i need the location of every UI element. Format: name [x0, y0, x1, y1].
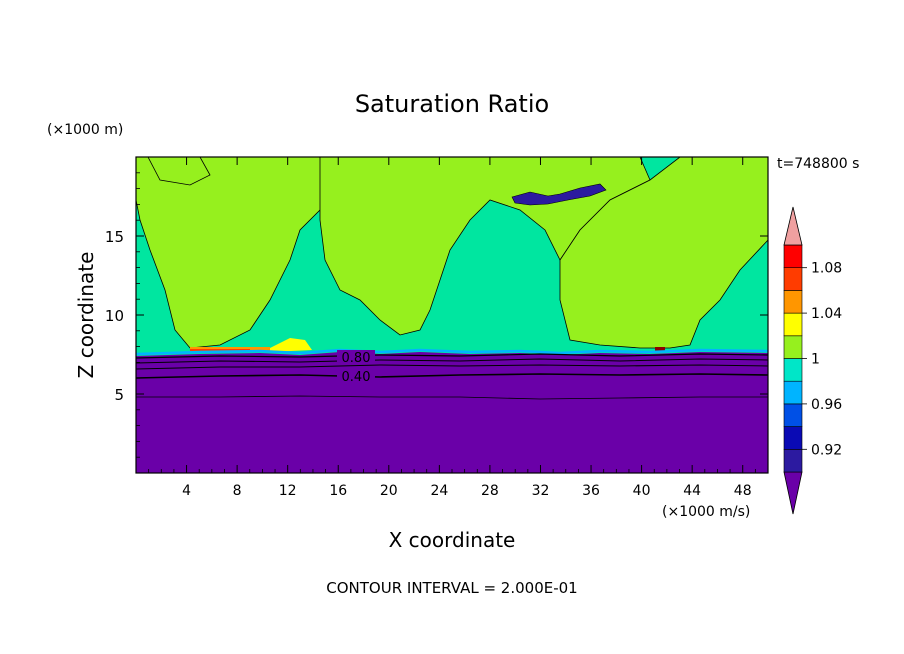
- contour-label-0-80: 0.80: [342, 351, 371, 366]
- contour-label-0-40: 0.40: [342, 370, 371, 385]
- x-tick-label: 12: [279, 483, 297, 499]
- colorbar-label: 1.08: [811, 261, 842, 277]
- plot-area: 0.80 0.40: [135, 156, 769, 474]
- colorbar-swatch: [783, 267, 803, 291]
- y-axis-label: Z coordinate: [74, 252, 98, 379]
- contour-line-5: [136, 395, 768, 400]
- colorbar-swatch: [783, 380, 803, 405]
- contour-interval-footer: CONTOUR INTERVAL = 2.000E-01: [326, 579, 577, 597]
- colorbar-swatch: [783, 403, 803, 427]
- y-tick-label: 10: [105, 307, 124, 325]
- colorbar-max-arrow: [783, 206, 803, 246]
- colorbar-label: 0.96: [811, 397, 842, 413]
- colorbar-swatch: [783, 312, 803, 337]
- peak-saturation-spot: [655, 347, 665, 351]
- x-tick-label: 24: [430, 483, 448, 499]
- x-tick-label: 36: [582, 483, 600, 499]
- x-unit-label: (×1000 m/s): [662, 504, 750, 520]
- contour-label-bg-2: [337, 369, 375, 383]
- peak-saturation-strip: [190, 349, 250, 351]
- x-tick-label: 44: [683, 483, 701, 499]
- colorbar-min-arrow: [783, 471, 803, 515]
- plume-strip-top-left: [147, 157, 211, 186]
- colorbar-swatch: [783, 244, 803, 269]
- y-axis: 5 10 15: [105, 172, 768, 458]
- contour-line-4: [136, 373, 768, 379]
- x-axis: 4 8 12 16 20 24 28 32 36 40 44 48: [148, 157, 756, 499]
- y-unit-label: (×1000 m): [47, 122, 123, 138]
- chart-title: Saturation Ratio: [355, 90, 549, 118]
- x-tick-label: 32: [532, 483, 550, 499]
- x-tick-label: 20: [380, 483, 398, 499]
- colorbar-swatch: [783, 335, 803, 359]
- dry-patch-upper: [511, 183, 607, 206]
- colorbar-swatch: [783, 448, 803, 473]
- x-axis-label: X coordinate: [389, 528, 516, 552]
- supersaturated-plume-right: [559, 157, 768, 349]
- x-tick-label: 40: [633, 483, 651, 499]
- contour-line-2: [136, 358, 768, 364]
- x-tick-label: 4: [182, 483, 191, 499]
- colorbar-label: 0.92: [811, 442, 842, 458]
- colorbar-swatch: [783, 358, 803, 382]
- x-tick-label: 16: [329, 483, 347, 499]
- x-tick-label: 28: [481, 483, 499, 499]
- contour-line-3: [136, 364, 768, 370]
- x-tick-label: 48: [734, 483, 752, 499]
- contour-line-1: [136, 353, 768, 359]
- colorbar-swatch: [783, 290, 803, 314]
- y-tick-label: 5: [114, 386, 124, 404]
- colorbar: 1.08 1.04 1 0.96 0.92: [783, 206, 842, 515]
- x-tick-label: 8: [233, 483, 242, 499]
- dry-layer: [136, 352, 768, 473]
- y-tick-label: 15: [105, 228, 124, 246]
- colorbar-label: 1.04: [811, 306, 842, 322]
- time-label: t=748800 s: [777, 156, 859, 172]
- contour-label-bg-1: [337, 350, 375, 364]
- supersaturated-patch: [270, 338, 312, 352]
- saturation-boundary: [136, 348, 768, 356]
- colorbar-label: 1: [811, 352, 820, 368]
- colorbar-swatch: [783, 426, 803, 450]
